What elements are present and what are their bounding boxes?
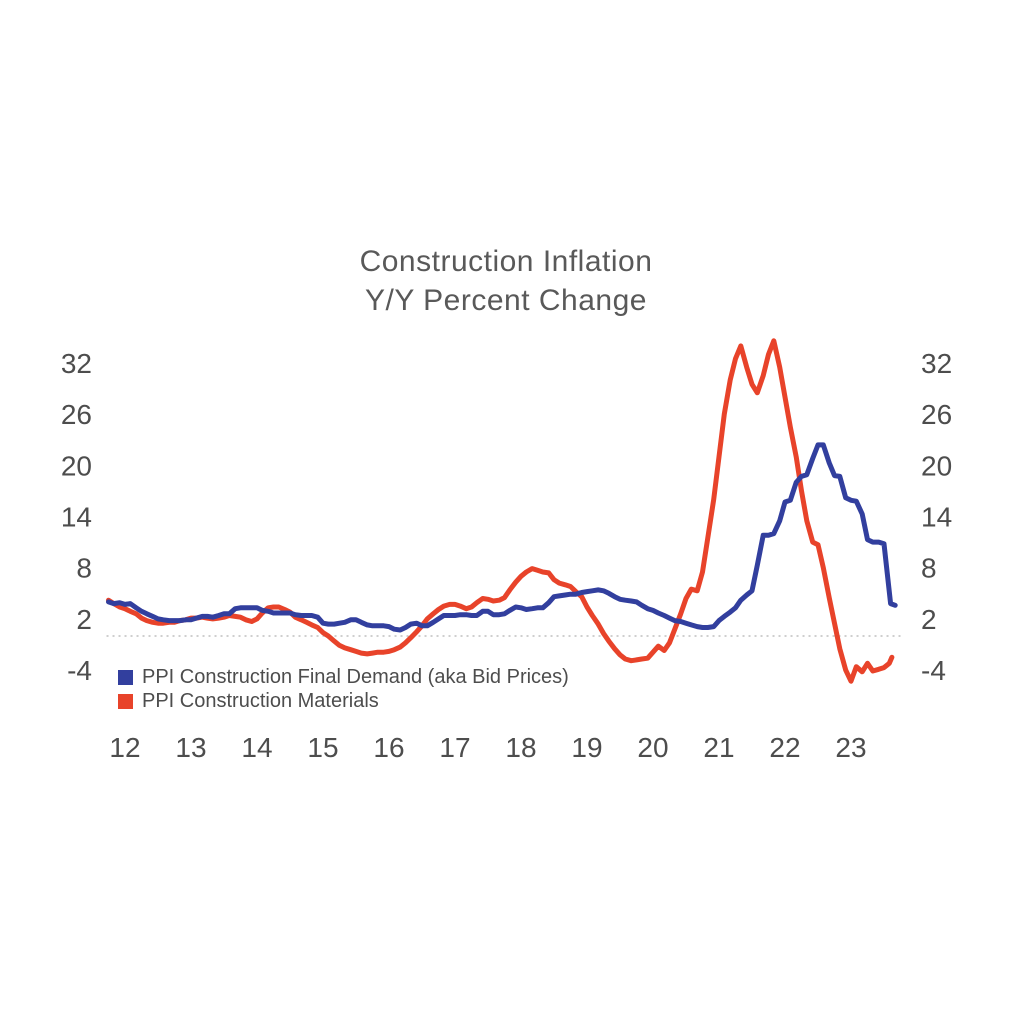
- x-tick: 15: [307, 732, 338, 763]
- y-tick-left: 20: [61, 450, 92, 481]
- x-tick: 21: [703, 732, 734, 763]
- legend-swatch-icon: [118, 694, 133, 710]
- y-tick-left: -4: [67, 655, 92, 686]
- legend: PPI Construction Final Demand (aka Bid P…: [118, 665, 569, 714]
- x-tick: 20: [637, 732, 668, 763]
- y-tick-right: 32: [921, 348, 952, 379]
- y-tick-left: 8: [76, 553, 92, 584]
- y-tick-left: 26: [61, 399, 92, 430]
- x-tick: 13: [175, 732, 206, 763]
- x-tick: 23: [835, 732, 866, 763]
- chart-title-line2: Y/Y Percent Change: [365, 284, 647, 317]
- x-tick: 16: [373, 732, 404, 763]
- y-tick-right: 8: [921, 553, 937, 584]
- y-tick-right: -4: [921, 655, 946, 686]
- x-tick: 18: [505, 732, 536, 763]
- chart-title-line1: Construction Inflation: [359, 245, 653, 278]
- y-tick-left: 14: [61, 502, 92, 533]
- x-tick: 22: [769, 732, 800, 763]
- series-line-materials: [106, 338, 895, 684]
- x-tick: 12: [109, 732, 140, 763]
- y-tick-right: 20: [921, 450, 952, 481]
- x-tick: 19: [571, 732, 602, 763]
- y-tick-left: 32: [61, 348, 92, 379]
- legend-item: PPI Construction Final Demand (aka Bid P…: [118, 665, 569, 690]
- y-tick-right: 14: [921, 502, 952, 533]
- legend-swatch-icon: [118, 669, 133, 685]
- x-tick: 14: [241, 732, 272, 763]
- legend-label: PPI Construction Materials: [142, 690, 379, 713]
- y-tick-right: 26: [921, 399, 952, 430]
- y-tick-right: 2: [921, 604, 937, 635]
- chart-title: Construction Inflation Y/Y Percent Chang…: [0, 242, 1012, 320]
- series-line-final-demand: [106, 442, 898, 633]
- x-tick: 17: [439, 732, 470, 763]
- legend-item: PPI Construction Materials: [118, 690, 569, 715]
- legend-label: PPI Construction Final Demand (aka Bid P…: [142, 665, 569, 688]
- y-tick-left: 2: [76, 604, 92, 635]
